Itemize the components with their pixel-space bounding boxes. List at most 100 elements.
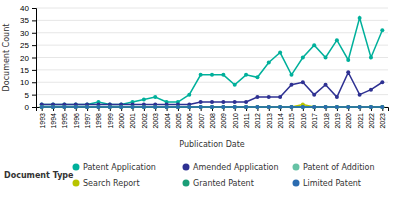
series-point (335, 38, 339, 42)
series-point (380, 80, 384, 84)
y-tick: 35 (20, 16, 36, 25)
series-point (187, 105, 191, 109)
series-point (358, 105, 362, 109)
legend-label: Limited Patent (303, 179, 361, 188)
x-tick: 1993 (39, 107, 46, 129)
series-point (380, 105, 384, 109)
series (40, 105, 385, 109)
legend-item: Amended Application (183, 163, 279, 172)
series-point (153, 95, 157, 99)
series-point (255, 105, 259, 109)
series-point (165, 105, 169, 109)
x-tick: 1996 (73, 107, 80, 129)
y-tick-label: 0 (25, 103, 30, 112)
series-point (74, 105, 78, 109)
legend-title: Document Type (4, 171, 74, 180)
series-point (199, 105, 203, 109)
series-point (346, 105, 350, 109)
series-point (255, 95, 259, 99)
x-tick: 2009 (220, 107, 227, 129)
legend-item: Patent Application (73, 163, 156, 172)
x-tick-label: 2013 (266, 113, 273, 129)
x-tick: 2023 (379, 107, 386, 129)
series-point (369, 105, 373, 109)
x-tick: 1998 (95, 107, 102, 129)
grid-line (36, 20, 388, 21)
x-tick: 1997 (84, 107, 91, 129)
x-tick-label: 2018 (322, 113, 329, 129)
x-tick-label: 2020 (345, 113, 352, 129)
series-point (108, 105, 112, 109)
y-tick-label: 5 (25, 91, 30, 100)
series-point (96, 105, 100, 109)
series-point (335, 105, 339, 109)
series-line (42, 72, 383, 104)
series-point (131, 105, 135, 109)
series-point (51, 105, 55, 109)
series-point (289, 105, 293, 109)
series (40, 103, 385, 109)
grid-line (36, 57, 388, 58)
legend-swatch (293, 180, 300, 187)
y-tick-label: 20 (20, 54, 29, 63)
series-point (131, 105, 135, 109)
series-point (142, 105, 146, 109)
series-point (62, 105, 66, 109)
series-point (358, 93, 362, 97)
series-point (85, 105, 89, 109)
x-tick-label: 1994 (50, 113, 57, 129)
series-point (176, 105, 180, 109)
y-axis-line (32, 9, 37, 108)
series-point (301, 105, 305, 109)
series-point (108, 105, 112, 109)
series-point (255, 105, 259, 109)
series-point (380, 105, 384, 109)
series-point (324, 105, 328, 109)
x-tick-label: 2003 (152, 113, 159, 129)
legend-item: Patent of Addition (293, 163, 375, 172)
series-line (42, 18, 383, 105)
series-point (165, 105, 169, 109)
series-point (210, 100, 214, 104)
grid-line (36, 8, 388, 9)
x-tick-label: 2004 (164, 113, 171, 129)
series-point (51, 105, 55, 109)
series-point (267, 95, 271, 99)
series-point (278, 105, 282, 109)
series-point (119, 105, 123, 109)
series-point (153, 105, 157, 109)
series-point (85, 105, 89, 109)
legend-item: Search Report (73, 179, 140, 188)
y-tick: 40 (20, 4, 36, 13)
series-point (289, 73, 293, 77)
y-tick-mark (32, 20, 36, 21)
x-tick-label: 2014 (277, 113, 284, 129)
series-point (51, 105, 55, 109)
series-point (131, 105, 135, 109)
x-tick: 2006 (186, 107, 193, 129)
series (40, 105, 385, 109)
series-point (210, 73, 214, 77)
series-point (233, 105, 237, 109)
series-point (278, 105, 282, 109)
x-tick-label: 2023 (379, 113, 386, 129)
x-tick-label: 2001 (129, 113, 136, 129)
series-point (221, 105, 225, 109)
series-point (233, 100, 237, 104)
series-point (346, 105, 350, 109)
legend-swatch (183, 180, 190, 187)
y-axis: 0510152025303540 (20, 4, 36, 112)
series-point (369, 88, 373, 92)
series-point (244, 105, 248, 109)
series-point (324, 83, 328, 87)
y-tick: 10 (20, 78, 36, 87)
series-point (301, 80, 305, 84)
series-point (324, 56, 328, 60)
series-point (380, 28, 384, 32)
series-point (221, 105, 225, 109)
y-tick: 15 (20, 66, 36, 75)
x-tick: 2010 (232, 107, 239, 129)
series-point (119, 105, 123, 109)
series-point (62, 105, 66, 109)
series-point (301, 56, 305, 60)
